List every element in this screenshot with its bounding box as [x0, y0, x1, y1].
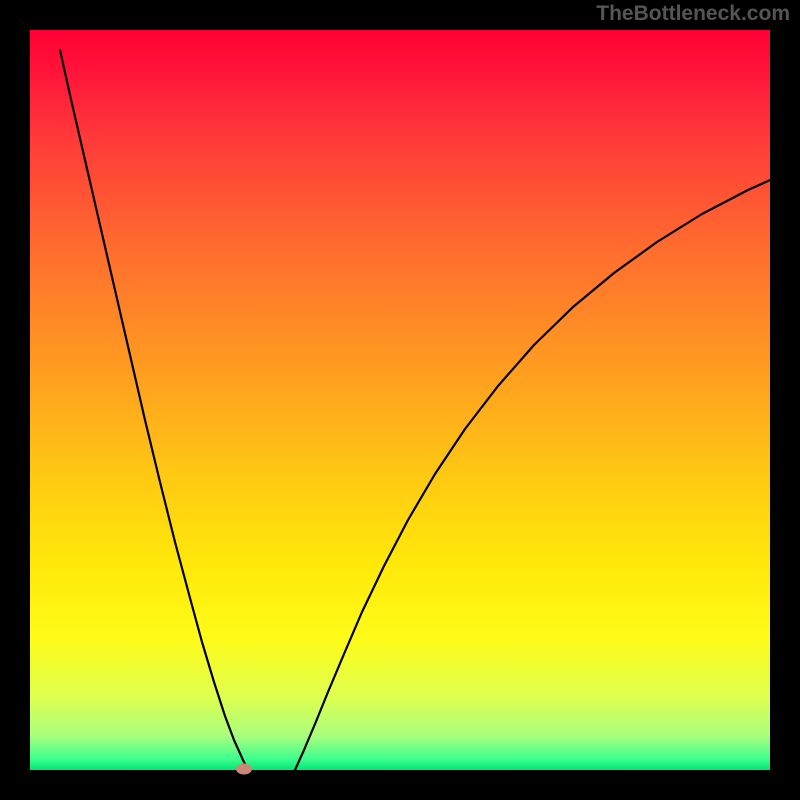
chart-container: TheBottleneck.com: [0, 0, 800, 800]
bottleneck-curve: [30, 30, 770, 770]
plot-area: [30, 30, 770, 770]
watermark-text: TheBottleneck.com: [596, 2, 790, 26]
minimum-marker: [236, 764, 252, 775]
